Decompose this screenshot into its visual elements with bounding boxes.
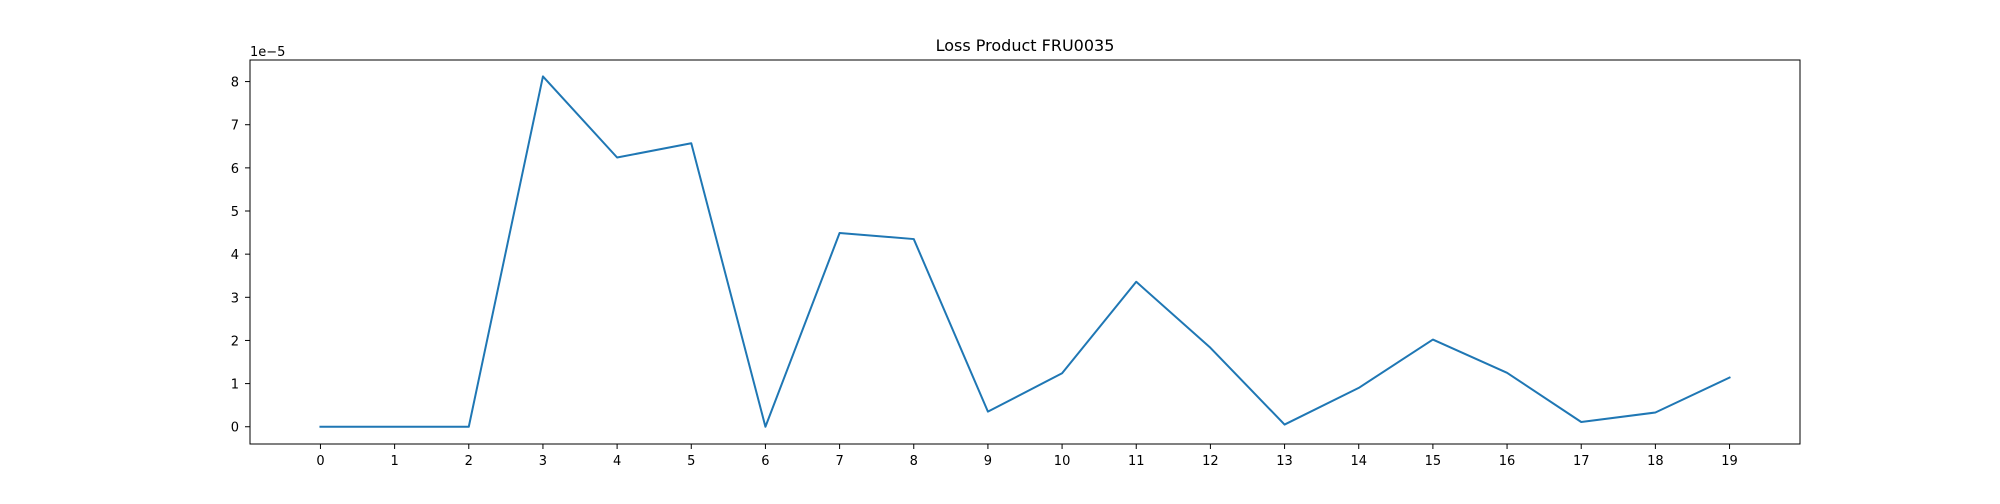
y-tick-label: 4 <box>231 248 239 263</box>
y-tick-label: 0 <box>231 421 239 436</box>
plot-area-frame <box>249 59 1801 445</box>
y-tick-label: 1 <box>231 378 239 393</box>
y-tick-label: 5 <box>231 205 239 220</box>
chart-title: Loss Product FRU0035 <box>936 36 1115 55</box>
y-tick-label: 8 <box>231 76 239 91</box>
y-tick-label: 7 <box>231 119 239 134</box>
y-tick-label: 6 <box>231 162 239 177</box>
y-axis-offset-label: 1e−5 <box>250 45 285 60</box>
x-tick-label: 10 <box>1054 454 1071 469</box>
x-tick-label: 5 <box>687 454 695 469</box>
x-tick-label: 16 <box>1499 454 1516 469</box>
x-tick-label: 19 <box>1721 454 1738 469</box>
x-tick-label: 3 <box>539 454 547 469</box>
x-tick-label: 17 <box>1573 454 1590 469</box>
x-tick-label: 18 <box>1647 454 1664 469</box>
series-line-0 <box>319 75 1731 428</box>
x-tick-label: 8 <box>910 454 918 469</box>
x-tick-label: 13 <box>1276 454 1293 469</box>
x-tick-label: 6 <box>761 454 769 469</box>
x-tick-label: 14 <box>1350 454 1367 469</box>
y-tick-label: 3 <box>231 291 239 306</box>
x-tick-label: 2 <box>465 454 473 469</box>
x-tick-label: 0 <box>316 454 324 469</box>
x-tick-label: 4 <box>613 454 621 469</box>
y-tick-label: 2 <box>231 334 239 349</box>
x-tick-label: 15 <box>1425 454 1442 469</box>
x-tick-label: 9 <box>984 454 992 469</box>
x-tick-label: 1 <box>390 454 398 469</box>
x-tick-label: 7 <box>835 454 843 469</box>
x-tick-label: 11 <box>1128 454 1145 469</box>
x-tick-label: 12 <box>1202 454 1219 469</box>
